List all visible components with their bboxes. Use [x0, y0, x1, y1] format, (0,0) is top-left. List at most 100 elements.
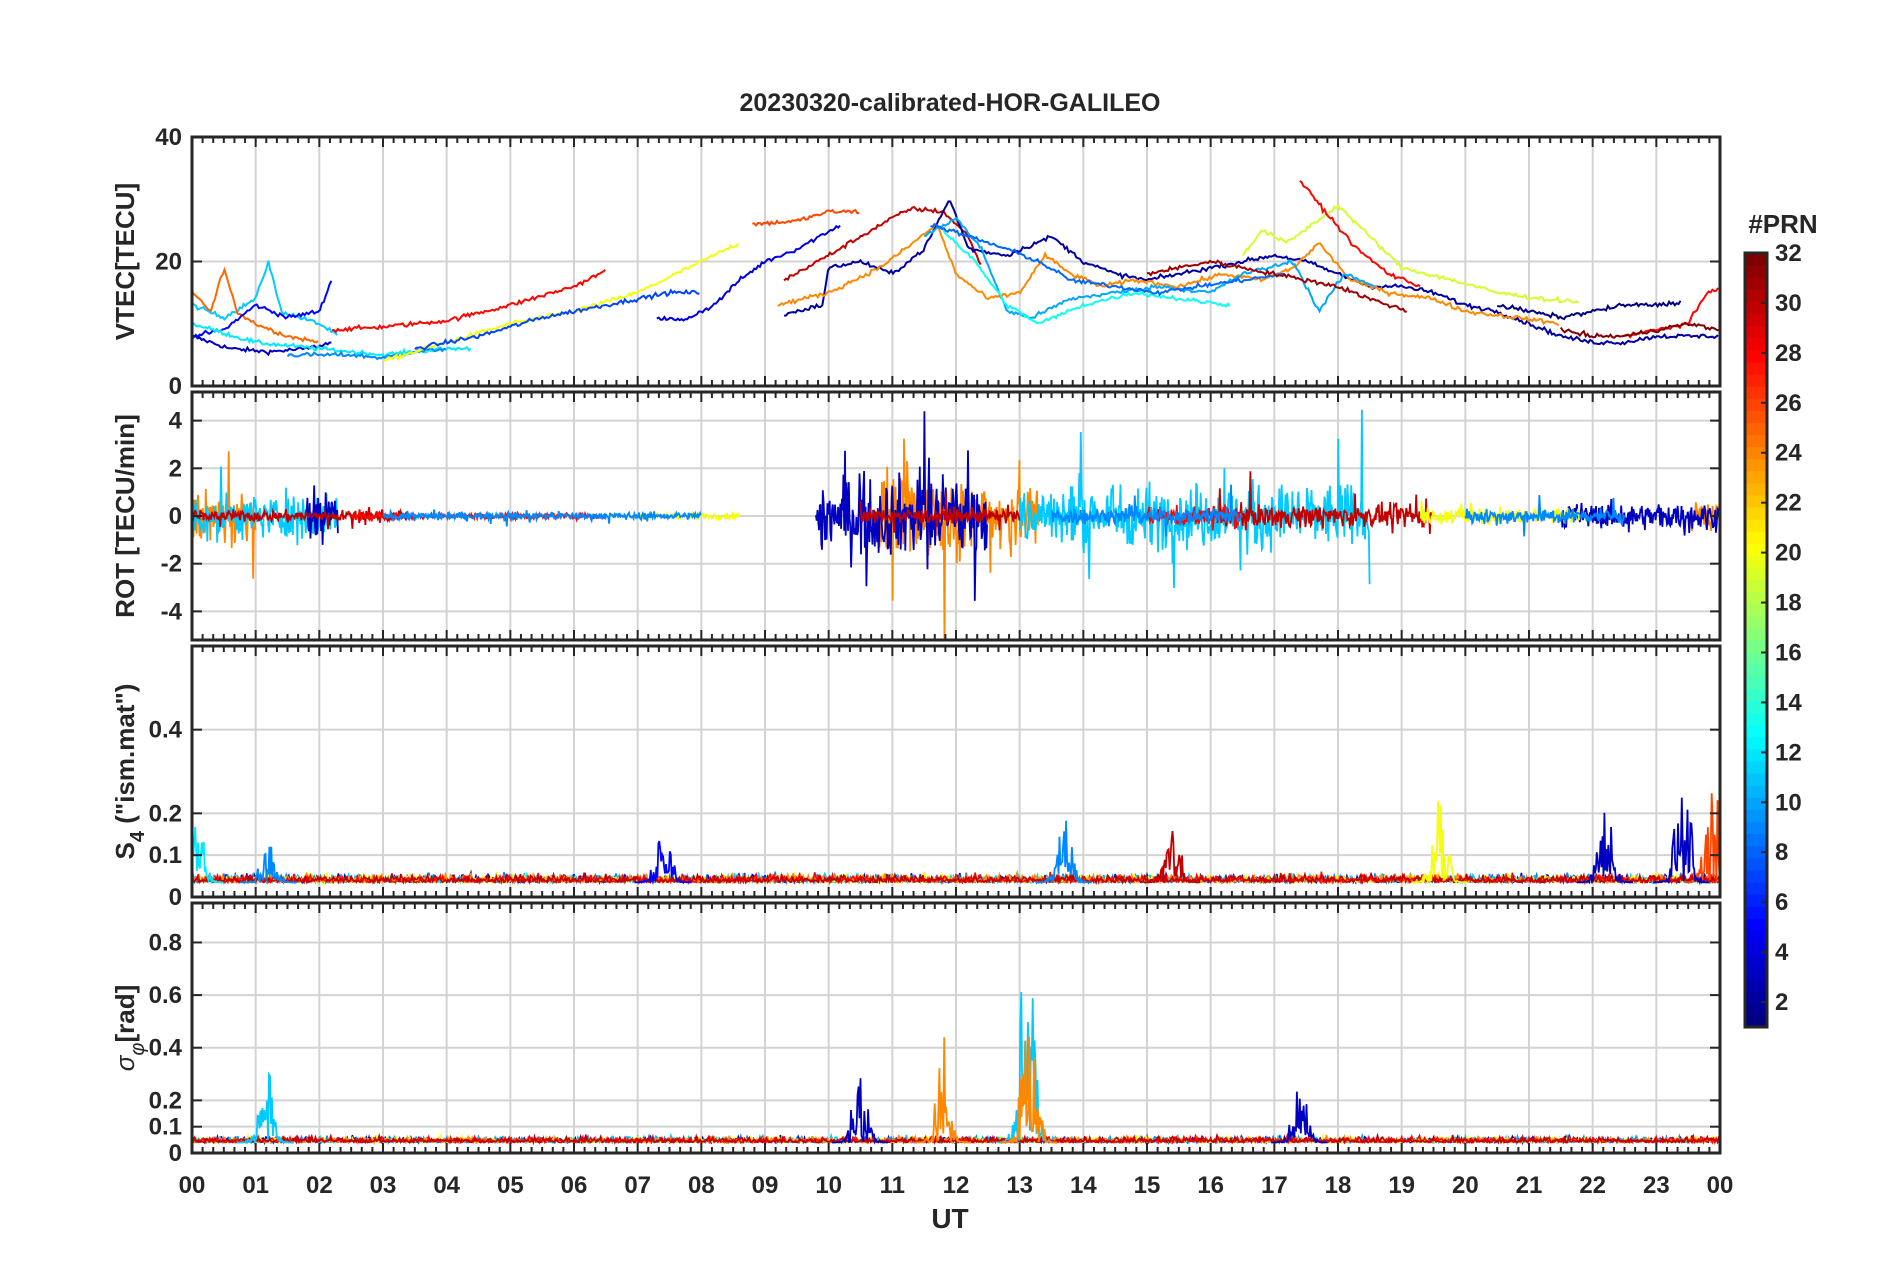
- colorbar-tick-label: 12: [1775, 739, 1802, 766]
- sigma_phi-peak-prn-24: [1000, 1036, 1057, 1144]
- panel-s4-grid: [192, 646, 1720, 898]
- rot-series-prn-9: [1464, 494, 1626, 537]
- rot-series-prn-3: [815, 411, 988, 601]
- colorbar-cell: [1745, 615, 1767, 629]
- vtec-series-prn-32: [1559, 321, 1720, 339]
- colorbar-cell: [1745, 627, 1767, 641]
- panel-rot-data: [192, 409, 1720, 640]
- colorbar-cell: [1745, 265, 1767, 278]
- x-tick-label: 02: [306, 1172, 333, 1199]
- vtec-series-prn-28: [331, 269, 606, 334]
- colorbar-cell: [1745, 821, 1767, 835]
- y-tick-label: 40: [155, 124, 182, 151]
- colorbar-cell: [1745, 253, 1767, 266]
- colorbar-cell: [1745, 760, 1767, 774]
- colorbar-cell: [1745, 918, 1767, 931]
- panel-vtec-grid: [192, 136, 1720, 387]
- colorbar-cell: [1745, 833, 1767, 847]
- x-tick-label: 12: [943, 1172, 970, 1199]
- sigma_phi-peak-prn-24: [914, 1037, 971, 1144]
- x-tick-label: 06: [561, 1172, 588, 1199]
- panel-sigma_phi-grid: [192, 903, 1720, 1154]
- s4-peak-prn-9: [1035, 820, 1092, 884]
- vtec-series-prn-12: [192, 322, 472, 360]
- s4-series-prn-30: [192, 871, 1720, 886]
- x-tick-label: 09: [752, 1172, 779, 1199]
- colorbar-cell: [1745, 712, 1767, 726]
- rot-series-prn-3: [1559, 498, 1720, 536]
- rot-series-prn-11: [1018, 409, 1371, 589]
- x-tick-label: 19: [1388, 1172, 1415, 1199]
- colorbar-cell: [1745, 748, 1767, 762]
- y-tick-label: 0.4: [149, 1035, 183, 1062]
- x-tick-label: 10: [815, 1172, 842, 1199]
- panel-sigma_phi-data: [192, 992, 1720, 1146]
- vtec-series-prn-2: [783, 200, 1719, 346]
- x-tick-label: 03: [370, 1172, 397, 1199]
- colorbar-cell: [1745, 893, 1767, 907]
- colorbar-tick-label: 10: [1775, 789, 1802, 816]
- s4-peak-prn-9: [239, 846, 298, 885]
- vtec-series-prn-24: [777, 223, 1560, 327]
- y-tick-label: 0: [169, 1140, 182, 1167]
- x-tick-label: 22: [1579, 1172, 1606, 1199]
- panel-vtec: 0 20 40 VTEC[TECU]: [110, 124, 1722, 400]
- x-tick-label: 11: [880, 1172, 905, 1199]
- vtec-series-prn-19: [1241, 203, 1580, 304]
- colorbar-tick-label: 30: [1775, 290, 1802, 317]
- colorbar-cell: [1745, 676, 1767, 689]
- colorbar-cell: [1745, 543, 1767, 556]
- sigma_phi-peak-prn-3: [1271, 1091, 1328, 1144]
- colorbar-cell: [1745, 773, 1767, 786]
- panel-vtec-xticks: [191, 137, 1721, 386]
- colorbar-cell: [1745, 386, 1767, 399]
- colorbar-cell: [1745, 446, 1767, 460]
- colorbar-cell: [1745, 785, 1767, 798]
- y-tick-label: 0: [169, 884, 182, 911]
- x-tick-label: 15: [1134, 1172, 1161, 1199]
- colorbar-cell: [1745, 398, 1767, 411]
- vtec-series-prn-26: [752, 208, 860, 227]
- colorbar-tick-label: 16: [1775, 639, 1802, 666]
- panel-s4: 0 0.1 0.2 0.4S4 ("ism.mat"): [110, 644, 1722, 911]
- y-tick-label: 0.2: [149, 1087, 182, 1114]
- y-tick-label: 0: [169, 373, 182, 400]
- y-tick-label: 4: [169, 408, 183, 435]
- colorbar-cell: [1745, 591, 1767, 605]
- x-tick-label: 05: [497, 1172, 524, 1199]
- y-tick-label: 0: [169, 503, 182, 530]
- vtec-series-prn-10: [923, 216, 1376, 320]
- x-tick-label: 21: [1516, 1172, 1543, 1199]
- rot-series-prn-30: [1209, 471, 1434, 534]
- x-tick-label: 08: [688, 1172, 715, 1199]
- colorbar-tick-label: 2: [1775, 989, 1788, 1016]
- y-tick-label: -2: [161, 551, 182, 578]
- colorbar-cell: [1745, 373, 1767, 387]
- colorbar-cell: [1745, 652, 1767, 665]
- colorbar-cell: [1745, 519, 1767, 532]
- panel-sigma_phi-xticks: [191, 903, 1721, 1153]
- panel-rot-ylabel: ROT [TECU/min]: [110, 414, 140, 618]
- colorbar-cell: [1745, 313, 1767, 327]
- colorbar-tick-label: 4: [1775, 939, 1789, 966]
- colorbar-cell: [1745, 1014, 1767, 1028]
- colorbar-cell: [1745, 482, 1767, 496]
- rot-series-prn-30: [859, 491, 1021, 533]
- colorbar-cell: [1745, 301, 1767, 315]
- panel-rot-xticks: [191, 392, 1721, 640]
- sigma_phi-peak-prn-11: [236, 1071, 294, 1145]
- panel-vtec-ylabel: VTEC[TECU]: [110, 183, 140, 340]
- s4-peak-prn-3: [1653, 797, 1710, 886]
- x-tick-labels: 00 01 02 03 04 05 06 07 08 09 10 11 12 13 14 15 16 17 18 19…: [179, 1172, 1734, 1199]
- colorbar-cell: [1745, 857, 1767, 871]
- colorbar-tick-label: 14: [1775, 689, 1802, 716]
- colorbar-cell: [1745, 410, 1767, 423]
- vtec-series-prn-31: [1146, 259, 1407, 313]
- y-tick-label: 0.6: [149, 982, 182, 1009]
- colorbar-tick-label: 8: [1775, 839, 1788, 866]
- colorbar-tick-label: 18: [1775, 590, 1802, 617]
- sigma_phi-peak-prn-3: [831, 1078, 889, 1145]
- colorbar-cell: [1745, 942, 1767, 956]
